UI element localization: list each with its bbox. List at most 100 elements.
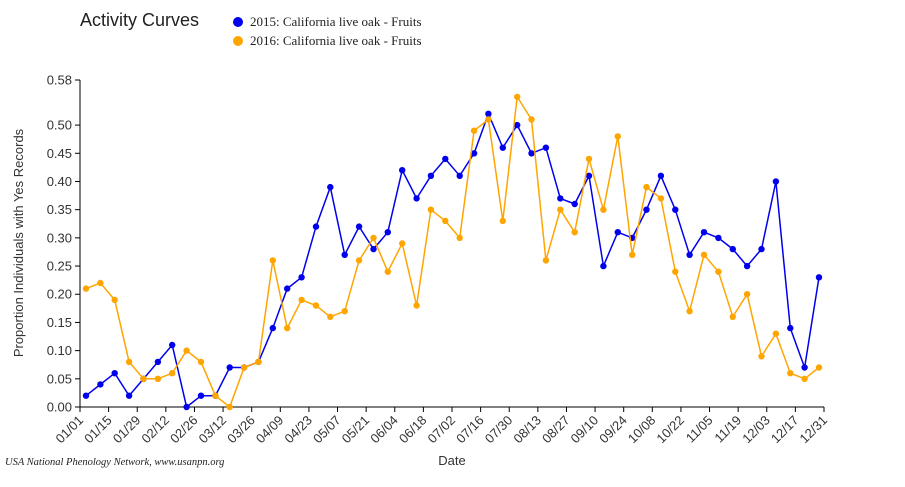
data-point — [82, 285, 90, 292]
data-point — [197, 392, 205, 399]
data-point — [485, 116, 492, 123]
legend-marker-2016 — [233, 36, 243, 46]
data-point — [729, 313, 736, 320]
y-tick-label: 0.45 — [47, 146, 72, 161]
data-point — [557, 195, 564, 202]
data-point — [815, 274, 823, 281]
data-point — [643, 206, 650, 213]
data-point — [470, 150, 478, 157]
data-point — [327, 313, 334, 320]
data-point — [528, 116, 535, 123]
data-point — [197, 358, 205, 366]
x-tick-label: 12/17 — [768, 413, 802, 447]
y-tick-label: 0.35 — [47, 202, 72, 217]
data-point — [370, 245, 377, 253]
data-point — [226, 364, 233, 371]
data-point — [715, 234, 722, 242]
x-tick-label: 08/27 — [539, 413, 573, 447]
data-point — [442, 217, 449, 225]
x-tick-label: 04/09 — [253, 413, 287, 447]
data-point — [557, 206, 564, 213]
data-point — [485, 110, 492, 118]
data-point — [772, 330, 780, 337]
x-tick-label: 02/26 — [167, 413, 201, 447]
data-point — [140, 375, 147, 382]
data-point — [298, 274, 305, 281]
x-tick-label: 03/12 — [196, 413, 230, 447]
data-point — [169, 341, 176, 349]
data-point — [815, 364, 823, 371]
data-point — [758, 353, 765, 360]
series-2016 — [82, 93, 823, 411]
data-point — [183, 347, 190, 354]
data-point — [97, 381, 104, 388]
y-tick-label: 0.00 — [47, 400, 72, 415]
data-point — [154, 375, 162, 382]
data-point — [355, 257, 363, 264]
x-tick-label: 10/08 — [625, 413, 659, 447]
series-2015 — [82, 110, 823, 411]
legend-marker-2015 — [233, 17, 243, 27]
x-tick-label: 07/30 — [482, 413, 516, 447]
data-point — [542, 257, 550, 264]
data-point — [700, 229, 708, 236]
data-point — [269, 324, 276, 332]
y-tick-label: 0.10 — [47, 343, 72, 358]
x-tick-label: 10/22 — [653, 413, 687, 447]
data-point — [154, 358, 162, 366]
data-point — [284, 324, 291, 332]
y-tick-label: 0.58 — [47, 73, 72, 88]
x-tick-label: 02/12 — [138, 413, 172, 447]
data-point — [686, 251, 693, 258]
data-point — [427, 206, 435, 213]
x-tick-label: 04/23 — [281, 413, 315, 447]
data-point — [585, 155, 593, 163]
data-point — [427, 172, 435, 179]
data-point — [585, 172, 593, 179]
data-point — [413, 302, 420, 309]
y-tick-label: 0.05 — [47, 371, 72, 386]
x-tick-label: 01/29 — [110, 413, 144, 447]
data-point — [686, 308, 693, 315]
data-point — [169, 370, 176, 377]
y-tick-label: 0.20 — [47, 287, 72, 302]
legend-label-2016: 2016: California live oak - Fruits — [250, 33, 422, 48]
data-point — [399, 167, 406, 174]
x-tick-label: 08/13 — [510, 413, 544, 447]
data-point — [801, 375, 808, 382]
data-point — [672, 206, 679, 213]
data-point — [499, 217, 506, 225]
y-axis-label: Proportion Individuals with Yes Records — [11, 128, 26, 357]
data-point — [183, 403, 190, 411]
data-point — [657, 172, 665, 179]
data-point — [801, 364, 808, 371]
legend-label-2015: 2015: California live oak - Fruits — [250, 14, 422, 29]
x-tick-label: 12/31 — [797, 413, 831, 447]
data-point — [542, 144, 550, 151]
data-point — [312, 302, 320, 309]
x-tick-label: 05/21 — [339, 413, 373, 447]
credit-text: USA National Phenology Network, www.usan… — [5, 457, 224, 468]
data-point — [384, 268, 391, 275]
data-point — [499, 144, 506, 151]
data-point — [600, 262, 607, 270]
data-point — [614, 133, 621, 140]
data-point — [298, 296, 305, 304]
data-point — [514, 121, 521, 129]
x-tick-label: 03/26 — [224, 413, 258, 447]
data-point — [600, 206, 607, 213]
data-point — [657, 195, 665, 202]
data-point — [370, 234, 377, 242]
data-point — [629, 251, 636, 258]
x-tick-label: 01/15 — [81, 413, 115, 447]
y-axis: 0.00 0.05 0.10 0.15 0.20 0.25 0.30 0.35 0.40 0.45… — [47, 73, 81, 415]
x-tick-label: 09/10 — [568, 413, 602, 447]
legend: 2015: California live oak - Fruits 2016:… — [233, 14, 422, 48]
data-point — [743, 262, 751, 270]
x-tick-label: 01/01 — [53, 413, 87, 447]
data-point — [528, 150, 535, 157]
data-point — [269, 257, 276, 264]
data-point — [111, 296, 118, 304]
data-point — [327, 183, 334, 191]
x-tick-label: 06/18 — [396, 413, 430, 447]
